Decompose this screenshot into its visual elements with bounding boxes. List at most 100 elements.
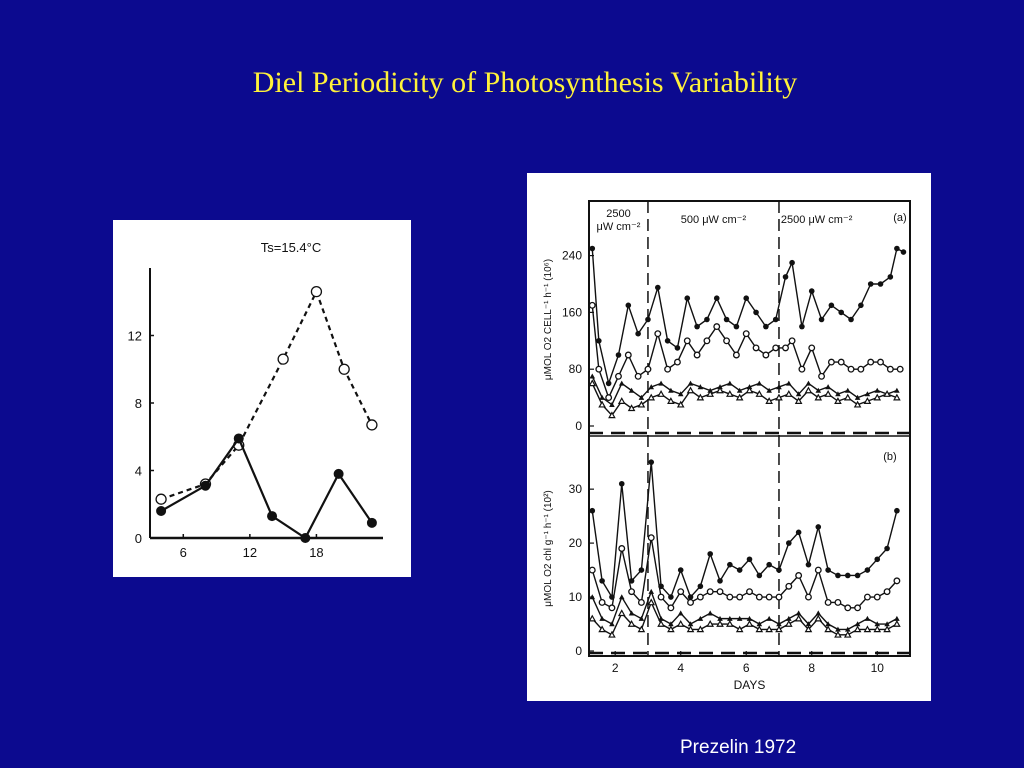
y-tick-label: 0 bbox=[135, 531, 142, 546]
a-data-point bbox=[625, 302, 632, 309]
a-data-point bbox=[696, 393, 705, 401]
b-data-point bbox=[745, 619, 754, 627]
b-data-point bbox=[609, 621, 615, 627]
a-data-point bbox=[635, 330, 641, 337]
b-y-tick-label: 20 bbox=[569, 536, 583, 550]
a-data-point bbox=[847, 365, 855, 373]
left-chart-panel: 6 12 18 0 4 8 12 Ts=15.4°C bbox=[113, 220, 411, 577]
a-data-point bbox=[863, 397, 872, 404]
b-data-point bbox=[589, 507, 596, 514]
a-data-point bbox=[848, 316, 854, 323]
a-data-point bbox=[827, 358, 835, 366]
diel-chart: 6 12 18 0 4 8 12 Ts=15.4°C bbox=[128, 240, 383, 560]
b-data-point bbox=[766, 561, 772, 568]
a-data-point bbox=[638, 394, 645, 400]
b-y-tick-label: 0 bbox=[575, 644, 582, 658]
a-data-point bbox=[818, 372, 826, 380]
a-data-point bbox=[835, 391, 841, 397]
b-data-point bbox=[677, 610, 684, 616]
a-data-point bbox=[763, 323, 769, 330]
a-data-point bbox=[704, 316, 710, 323]
a-data-point bbox=[683, 337, 691, 345]
a-data-point bbox=[867, 358, 875, 366]
b-data-point bbox=[835, 626, 841, 632]
b-data-point bbox=[657, 619, 665, 627]
a-data-point bbox=[693, 351, 701, 359]
b-data-point bbox=[588, 614, 597, 622]
a-data-point bbox=[795, 391, 802, 397]
b-data-point bbox=[776, 621, 782, 627]
a-data-point bbox=[654, 284, 661, 291]
a-data-point bbox=[674, 345, 681, 351]
a-data-point bbox=[703, 337, 711, 345]
b-data-point bbox=[746, 556, 753, 563]
b-data-point bbox=[628, 588, 636, 596]
b-data-point bbox=[717, 615, 723, 621]
b-data-point bbox=[874, 556, 881, 563]
a-series-line-0 bbox=[591, 247, 904, 386]
y-tick-label: 12 bbox=[128, 329, 142, 344]
b-data-point bbox=[765, 593, 773, 601]
b-data-point bbox=[874, 621, 881, 627]
a-data-point bbox=[647, 393, 656, 401]
x-tick-label: 6 bbox=[743, 661, 750, 675]
b-data-point bbox=[854, 621, 861, 627]
b-data-point bbox=[765, 625, 773, 633]
a-data-point bbox=[596, 338, 602, 344]
a-data-point bbox=[595, 365, 603, 373]
b-data-point bbox=[863, 625, 872, 633]
a-y-tick-label: 80 bbox=[569, 362, 583, 376]
data-point bbox=[200, 480, 211, 491]
x-tick-label: 8 bbox=[808, 661, 815, 675]
light-regime-label: 2500 μW cm⁻² bbox=[781, 214, 853, 226]
data-point bbox=[338, 363, 350, 375]
b-data-point bbox=[854, 604, 862, 612]
a-series-line-1 bbox=[591, 305, 901, 400]
b-data-point bbox=[599, 615, 605, 621]
citation: Prezelin 1972 bbox=[680, 737, 797, 758]
b-data-point bbox=[824, 598, 832, 606]
x-tick-label: 10 bbox=[871, 661, 885, 675]
a-data-point bbox=[784, 390, 793, 397]
a-data-point bbox=[896, 365, 904, 373]
a-data-point bbox=[786, 380, 792, 386]
b-data-point bbox=[834, 630, 842, 638]
b-data-point bbox=[638, 615, 645, 621]
a-data-point bbox=[873, 393, 882, 401]
a-data-point bbox=[887, 274, 894, 280]
a-data-point bbox=[894, 245, 900, 252]
a-data-point bbox=[805, 380, 812, 386]
a-data-point bbox=[766, 387, 772, 393]
a-data-point bbox=[815, 387, 822, 393]
a-data-point bbox=[677, 391, 684, 397]
b-data-point bbox=[706, 619, 715, 627]
a-data-point bbox=[736, 387, 743, 393]
x-tick-label: 18 bbox=[309, 545, 323, 560]
b-data-point bbox=[637, 598, 645, 606]
b-data-point bbox=[697, 583, 704, 590]
b-data-point bbox=[864, 567, 871, 573]
data-point bbox=[366, 517, 377, 528]
y-tick-label: 8 bbox=[135, 396, 142, 411]
a-data-point bbox=[657, 390, 665, 397]
b-data-point bbox=[776, 567, 782, 573]
b-data-point bbox=[736, 567, 743, 573]
b-data-point bbox=[677, 567, 684, 573]
b-data-point bbox=[598, 625, 606, 633]
a-data-point bbox=[788, 337, 796, 345]
a-data-point bbox=[877, 358, 884, 366]
a-data-point bbox=[818, 316, 825, 323]
slide-title: Diel Periodicity of Photosynthesis Varia… bbox=[252, 66, 798, 99]
b-data-point bbox=[834, 598, 842, 606]
b-data-point bbox=[893, 619, 901, 627]
b-data-point bbox=[804, 625, 813, 633]
b-data-point bbox=[795, 529, 802, 536]
b-data-point bbox=[786, 540, 792, 546]
b-data-point bbox=[884, 621, 890, 627]
b-data-point bbox=[687, 598, 694, 606]
b-data-point bbox=[677, 588, 685, 596]
a-data-point bbox=[808, 344, 816, 352]
b-data-point bbox=[814, 566, 822, 574]
plot-frame bbox=[588, 200, 911, 657]
